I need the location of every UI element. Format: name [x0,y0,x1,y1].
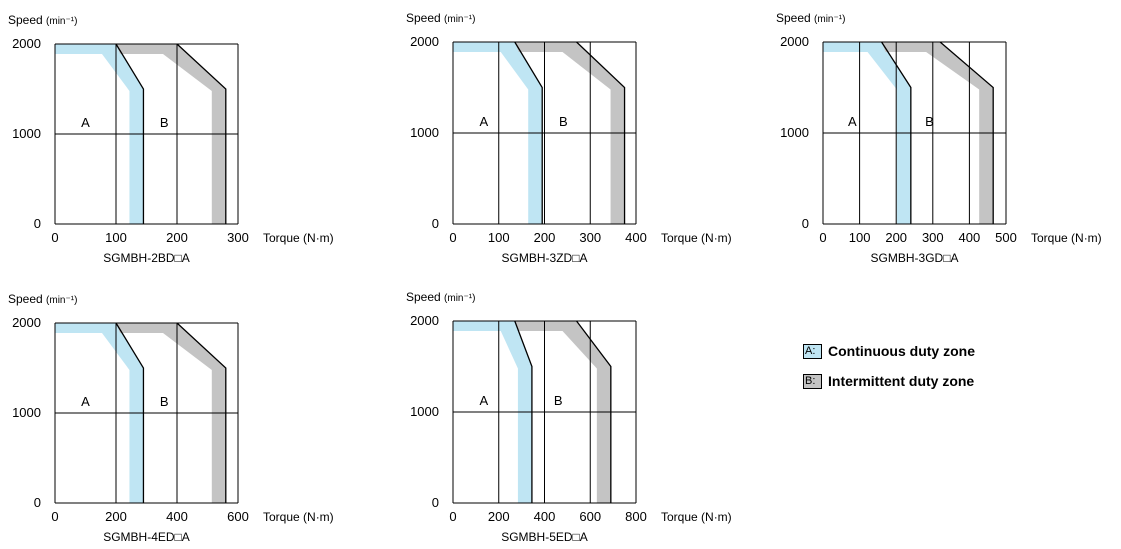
y-tick-label: 1000 [410,404,439,419]
x-tick-label: 300 [227,230,249,245]
x-tick-label: 100 [488,230,510,245]
zone-a-band [55,323,144,503]
zone-b-label: B [559,114,568,129]
zone-b-boundary [176,322,227,503]
y-tick-label: 1000 [12,405,41,420]
y-axis-label: Speed (min⁻¹) [776,11,845,25]
zone-a-label: A [81,394,90,409]
zone-b-band [116,44,226,224]
y-tick-label: 0 [34,216,41,231]
zone-a-label: A [480,393,489,408]
x-tick-label: 800 [625,509,647,524]
zone-b-band [881,42,994,224]
x-tick-label: 100 [105,230,127,245]
y-tick-label: 2000 [410,34,439,49]
zone-a-band [55,44,144,224]
y-tick-label: 0 [432,495,439,510]
chart-1: 0 1000 2000 0 100 200 300 Speed (min⁻¹) Torque (… [8,13,334,265]
zone-b-band [514,321,611,503]
legend-item-intermittent: B: Intermittent duty zone [803,370,975,392]
y-tick-label: 2000 [780,34,809,49]
zone-b-boundary [939,41,994,224]
legend: A: Continuous duty zone B: Intermittent … [803,340,975,400]
x-tick-label: 200 [166,230,188,245]
zone-b-label: B [554,393,563,408]
legend-item-continuous: A: Continuous duty zone [803,340,975,362]
legend-swatch-b: B: [803,373,822,389]
x-tick-label: 400 [166,509,188,524]
x-axis-label: Torque (N·m) [1031,231,1102,245]
chart-model-label: SGMBH-5ED□A [501,530,588,544]
x-tick-label: 400 [959,230,981,245]
x-tick-label: 300 [579,230,601,245]
x-tick-label: 200 [885,230,907,245]
chart-4: 0 1000 2000 0 200 400 600 Speed (min⁻¹) Torque (… [8,292,334,544]
zone-b-label: B [925,114,934,129]
zone-b-label: B [160,394,169,409]
x-tick-label: 500 [995,230,1017,245]
y-tick-label: 2000 [12,315,41,330]
chart-model-label: SGMBH-3GD□A [871,251,959,265]
x-axis-label: Torque (N·m) [263,510,334,524]
zone-a-label: A [848,114,857,129]
zone-b-boundary [576,320,612,503]
zone-a-band [823,42,911,224]
zone-a-boundary [514,41,543,224]
x-tick-label: 200 [534,230,556,245]
zone-b-boundary [576,41,626,224]
zone-a-band [453,42,543,224]
x-tick-label: 100 [849,230,871,245]
y-tick-label: 1000 [12,126,41,141]
x-tick-label: 200 [488,509,510,524]
x-tick-label: 0 [51,230,58,245]
y-axis-label: Speed (min⁻¹) [406,11,475,25]
zone-b-band [116,323,226,503]
zone-a-boundary [115,43,145,224]
y-axis-label: Speed (min⁻¹) [406,290,475,304]
chart-5: 0 1000 2000 0 200 400 600 800 Speed (min⁻¹) Torqu… [406,290,732,544]
y-tick-label: 2000 [410,313,439,328]
x-tick-label: 0 [819,230,826,245]
x-tick-label: 400 [534,509,556,524]
legend-label-b: Intermittent duty zone [828,373,975,389]
y-axis-label: Speed (min⁻¹) [8,13,77,27]
y-tick-label: 0 [34,495,41,510]
zone-a-boundary [514,320,533,503]
zone-b-boundary [176,43,227,224]
x-tick-label: 300 [922,230,944,245]
y-tick-label: 0 [802,216,809,231]
x-axis-label: Torque (N·m) [661,510,732,524]
zone-b-label: B [160,115,169,130]
chart-model-label: SGMBH-4ED□A [103,530,190,544]
chart-model-label: SGMBH-2BD□A [103,251,190,265]
x-tick-label: 0 [449,509,456,524]
x-tick-label: 600 [227,509,249,524]
chart-model-label: SGMBH-3ZD□A [502,251,588,265]
x-tick-label: 0 [449,230,456,245]
chart-3: 0 1000 2000 0 100 200 300 400 500 Speed (min⁻¹) To… [776,11,1102,265]
x-tick-label: 200 [105,509,127,524]
x-tick-label: 400 [625,230,647,245]
zone-a-band [453,321,532,503]
legend-swatch-a: A: [803,343,822,359]
zone-a-label: A [81,115,90,130]
y-tick-label: 2000 [12,36,41,51]
x-axis-label: Torque (N·m) [263,231,334,245]
x-tick-label: 600 [579,509,601,524]
zone-a-boundary [115,322,145,503]
x-tick-label: 0 [51,509,58,524]
y-tick-label: 1000 [410,125,439,140]
zone-b-band [514,42,625,224]
y-axis-label: Speed (min⁻¹) [8,292,77,306]
chart-2: 0 1000 2000 0 100 200 300 400 Speed (min⁻¹) Torqu… [406,11,732,265]
y-tick-label: 1000 [780,125,809,140]
legend-label-a: Continuous duty zone [828,343,975,359]
zone-a-boundary [881,41,912,224]
y-tick-label: 0 [432,216,439,231]
zone-a-label: A [480,114,489,129]
x-axis-label: Torque (N·m) [661,231,732,245]
